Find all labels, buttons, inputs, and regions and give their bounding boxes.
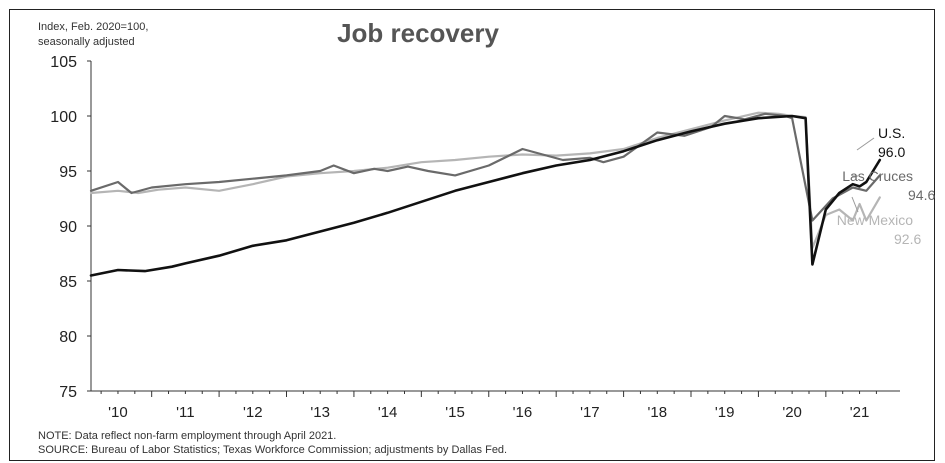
x-tick-label: '14 (378, 404, 398, 421)
chart-title: Job recovery (337, 18, 499, 48)
y-tick-label: 85 (59, 274, 77, 291)
y-tick-label: 80 (59, 329, 77, 346)
series-end-value: 92.6 (894, 231, 921, 247)
note-text: NOTE: Data reflect non-farm employment t… (38, 430, 336, 442)
series-line-las-cruces (89, 112, 881, 222)
series-name-label: U.S. (878, 125, 905, 141)
series-leader-line (856, 137, 875, 151)
y-tick-label: 75 (59, 384, 77, 401)
x-tick-label: '17 (580, 404, 600, 421)
x-tick-label: '11 (176, 404, 194, 421)
series-end-value: 96.0 (878, 144, 905, 160)
x-tick-label: '12 (243, 404, 263, 421)
y-tick-label: 95 (59, 164, 77, 181)
series-layer (89, 111, 882, 277)
x-tick-label: '13 (310, 404, 330, 421)
x-tick-label: '15 (445, 404, 465, 421)
series-name-label: New Mexico (837, 212, 913, 228)
x-tick-label: '21 (850, 404, 870, 421)
x-tick-label: '20 (782, 404, 802, 421)
y-tick-label: 105 (50, 54, 77, 71)
series-labels: U.S. 96.0 Las Cruces 94.6 New Mexico 92.6 (837, 125, 936, 247)
x-tick-label: '16 (513, 404, 533, 421)
y-tick-label: 100 (50, 109, 77, 126)
series-line-new-mexico (89, 111, 881, 250)
x-tick-label: '18 (648, 404, 668, 421)
series-name-label: Las Cruces (842, 168, 913, 184)
x-tick-label: '19 (715, 404, 735, 421)
series-leader-line (851, 196, 859, 213)
series-line-u-s (89, 114, 882, 277)
chart-frame (9, 9, 935, 461)
y-axis-title-line1: Index, Feb. 2020=100, (38, 21, 148, 33)
x-tick-label: '10 (108, 404, 128, 421)
series-end-value: 94.6 (908, 187, 935, 203)
axes: 75 80 85 90 95 100 105 '10 '11 '12 '13 '14 '15 '16 '17… (50, 54, 900, 421)
y-tick-label: 90 (59, 219, 77, 236)
y-axis-title-line2: seasonally adjusted (38, 36, 135, 48)
source-text: SOURCE: Bureau of Labor Statistics; Texa… (38, 444, 507, 456)
